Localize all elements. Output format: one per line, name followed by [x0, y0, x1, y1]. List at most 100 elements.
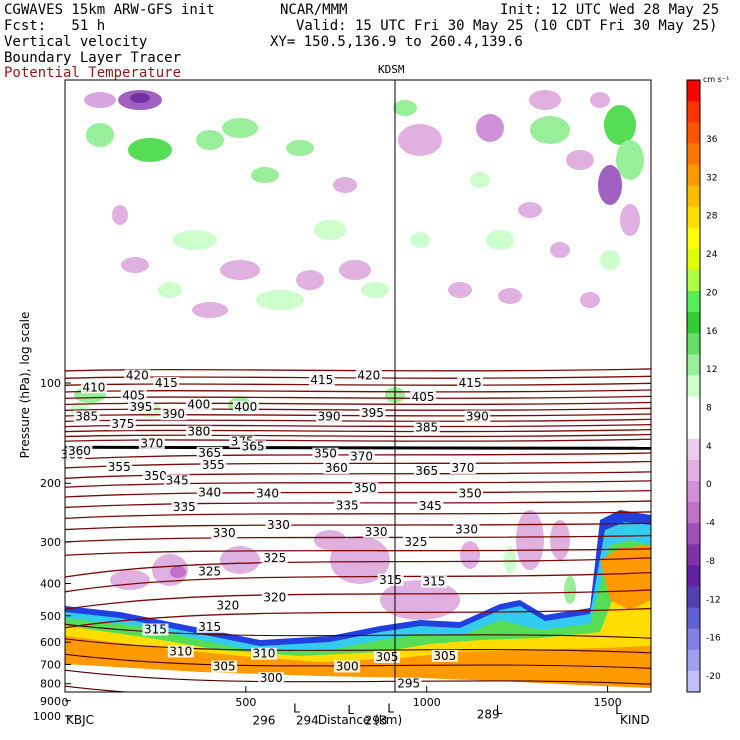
isentrope	[65, 638, 651, 654]
isentrope	[65, 522, 651, 531]
label-background	[265, 519, 292, 532]
theta-label: 365	[198, 446, 221, 460]
colorbar-tick-label: 12	[706, 365, 717, 375]
label-background	[355, 369, 382, 382]
isentrope	[65, 607, 651, 629]
theta-label: 415	[459, 376, 482, 390]
velocity-contour-fill	[192, 302, 228, 318]
colorbar-swatch	[687, 480, 700, 503]
colorbar-swatch	[687, 227, 700, 250]
label-background	[185, 425, 212, 438]
isentrope	[65, 433, 651, 438]
theta-label: 380	[187, 425, 210, 439]
theta-label: 385	[415, 420, 438, 434]
colorbar-tick-label: 28	[706, 212, 718, 222]
isentrope	[65, 489, 651, 498]
colorbar-swatch	[687, 122, 700, 144]
colorbar-tick-label: 4	[706, 442, 712, 452]
label-background	[196, 565, 223, 578]
theta-label: 360	[325, 461, 348, 475]
low-label: L	[293, 702, 300, 716]
label-background	[153, 377, 180, 389]
velocity-contour-fill	[256, 290, 304, 310]
velocity-contour-fill	[498, 288, 522, 304]
label-background	[475, 708, 502, 721]
cross-section-endpoints: XY= 150.5,136.9 to 260.4,139.6	[270, 34, 523, 50]
velocity-contour-fill	[470, 172, 490, 188]
plot-frame	[64, 79, 652, 693]
theta-label: 293	[365, 713, 388, 727]
theta-label: 296	[252, 713, 275, 727]
label-background	[312, 447, 339, 460]
label-background	[377, 573, 404, 586]
y-tick-label: 200	[40, 477, 61, 490]
label-background	[323, 462, 350, 475]
tropopause-label: 360	[68, 444, 91, 458]
isentrope	[65, 511, 651, 520]
y-tick-label: 400	[40, 577, 61, 590]
theta-label: 295	[397, 677, 420, 691]
label-background	[109, 418, 136, 431]
isentrope	[65, 500, 651, 509]
velocity-contour-fill	[339, 260, 371, 280]
colorbar-swatch	[687, 248, 700, 271]
theta-label: 310	[252, 647, 275, 661]
colorbar-swatch	[687, 206, 700, 229]
low-label: L	[496, 703, 503, 717]
colorbar-tick-label: 36	[706, 135, 718, 145]
isentrope	[65, 557, 651, 578]
theta-label: 390	[318, 409, 341, 423]
label-background	[334, 660, 361, 673]
tropopause-label: 350	[314, 447, 337, 461]
colorbar-tick-label: 16	[706, 327, 718, 337]
left-station-label: KBJC	[66, 713, 94, 727]
theta-label: 365	[415, 464, 438, 478]
label-background	[254, 487, 281, 500]
theta-label: 320	[216, 598, 239, 612]
isentrope	[65, 395, 651, 400]
colorbar-swatch	[687, 164, 700, 187]
y-tick-label: 700	[40, 658, 61, 671]
velocity-contour-fill	[158, 282, 182, 298]
theta-label: 370	[451, 461, 474, 475]
velocity-contour-fill	[580, 292, 600, 308]
colorbar-units: cm s⁻¹	[703, 75, 729, 84]
label-background	[395, 677, 422, 690]
colorbar-tick-label: 20	[706, 288, 718, 298]
theta-label: 300	[336, 659, 359, 673]
velocity-contour-fill	[222, 118, 258, 138]
field-potential-temperature: Potential Temperature	[4, 65, 182, 81]
label-background	[410, 390, 437, 403]
isentrope	[65, 407, 651, 411]
label-background	[124, 369, 151, 382]
velocity-contour-fill	[361, 282, 389, 298]
velocity-contour-fill	[314, 530, 346, 550]
theta-label: 350	[354, 481, 377, 495]
theta-label: 405	[412, 390, 435, 404]
theta-label: 325	[198, 564, 221, 578]
theta-label: 390	[162, 407, 185, 421]
label-background	[413, 465, 440, 478]
velocity-contour-fill	[220, 546, 260, 574]
y-tick-label: 900	[40, 695, 61, 708]
velocity-contour-fill	[529, 90, 561, 110]
colorbar-tick-label: 0	[706, 480, 712, 490]
tropopause-label: 365	[242, 439, 265, 453]
label-background	[232, 400, 259, 413]
colorbar-swatch	[687, 101, 700, 123]
velocity-contour-fill	[380, 580, 460, 620]
colorbar-tick-label: -20	[706, 672, 721, 682]
velocity-contour-fill	[170, 566, 186, 578]
label-background	[250, 714, 277, 727]
theta-label: 420	[357, 369, 380, 383]
theta-label: 335	[173, 500, 196, 514]
velocity-contour-fill	[121, 257, 149, 273]
label-background	[200, 458, 227, 471]
theta-label: 375	[111, 417, 134, 431]
label-background	[127, 400, 154, 413]
colorbar-swatch	[687, 523, 700, 545]
colorbar-tick-label: -12	[706, 595, 721, 605]
theta-label: 345	[166, 473, 189, 487]
label-background	[334, 499, 361, 512]
velocity-contour-fill	[600, 250, 620, 270]
